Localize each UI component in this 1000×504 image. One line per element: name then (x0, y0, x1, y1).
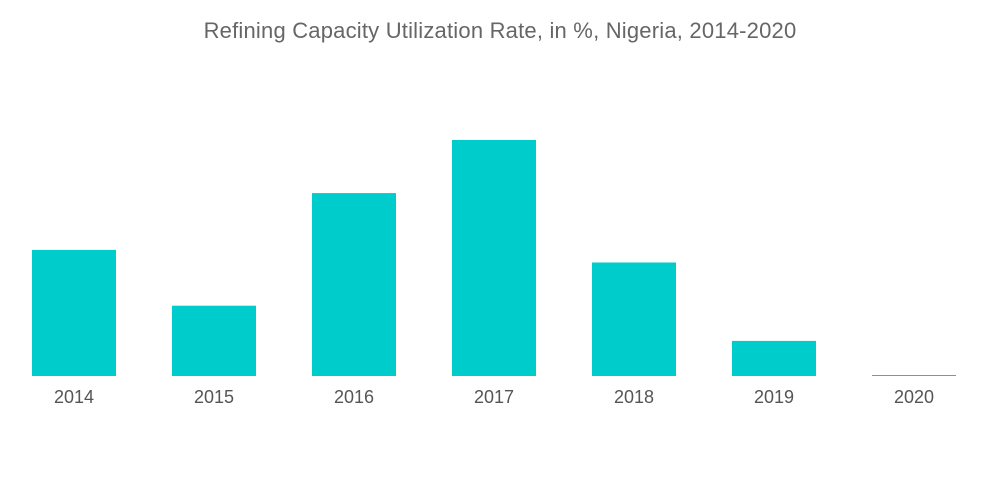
x-tick-label-2018: 2018 (614, 387, 654, 407)
bar-2015 (172, 305, 256, 376)
x-tick-label-2015: 2015 (194, 387, 234, 407)
bar-2018 (592, 262, 676, 376)
bar-2020 (872, 375, 956, 376)
x-tick-labels: 2014 2015 2016 2017 2018 2019 2020 (54, 387, 934, 407)
x-tick-label-2014: 2014 (54, 387, 94, 407)
x-tick-label-2019: 2019 (754, 387, 794, 407)
x-tick-label-2017: 2017 (474, 387, 514, 407)
bars-group (32, 140, 956, 376)
chart-title: Refining Capacity Utilization Rate, in %… (203, 18, 797, 43)
bar-2014 (32, 249, 116, 376)
x-tick-label-2020: 2020 (894, 387, 934, 407)
x-tick-label-2016: 2016 (334, 387, 374, 407)
bar-2017 (452, 140, 536, 376)
bar-2016 (312, 193, 396, 376)
bar-2019 (732, 340, 816, 376)
